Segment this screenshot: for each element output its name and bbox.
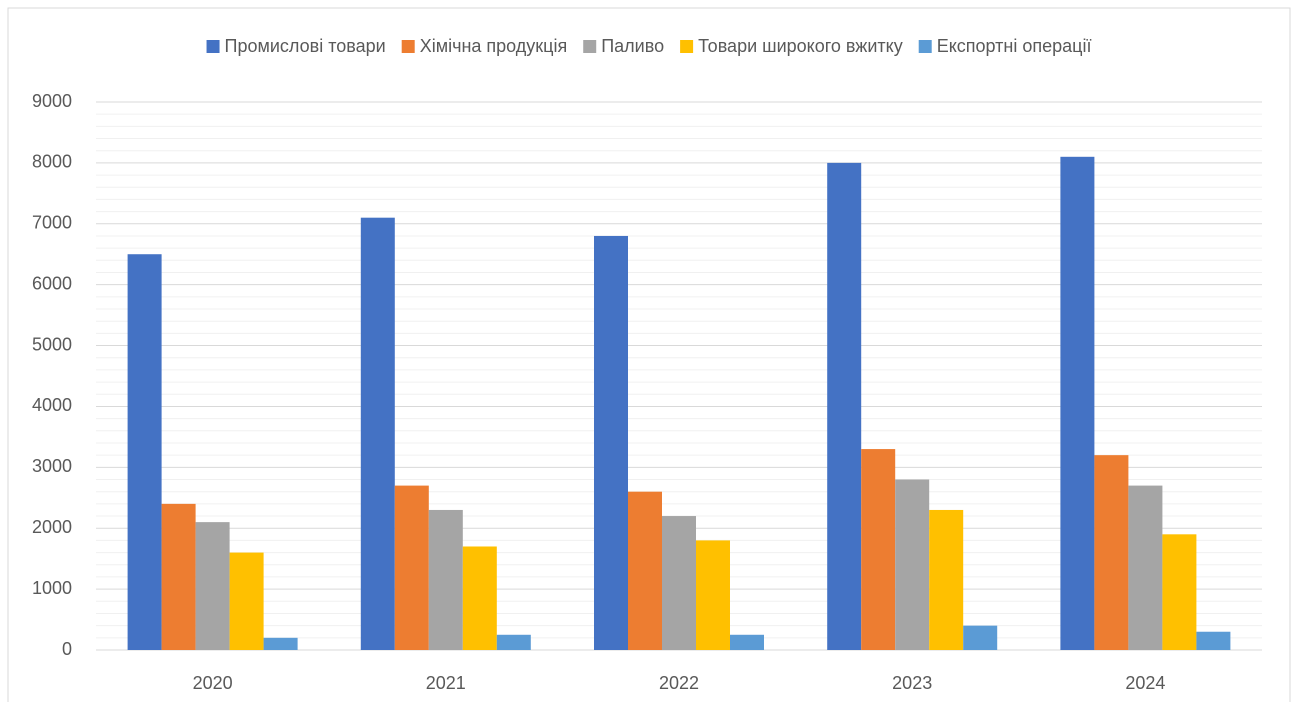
y-tick-label: 3000 bbox=[32, 456, 72, 476]
y-tick-label: 0 bbox=[62, 639, 72, 659]
legend-swatch bbox=[206, 40, 220, 53]
legend-swatch bbox=[401, 40, 415, 53]
legend-label: Хімічна продукція bbox=[420, 36, 568, 56]
bar bbox=[496, 634, 531, 650]
bar bbox=[1128, 485, 1163, 650]
x-tick-label: 2020 bbox=[193, 673, 233, 693]
x-tick-label: 2024 bbox=[1125, 673, 1165, 693]
y-tick-label: 4000 bbox=[32, 395, 72, 415]
bar bbox=[827, 162, 862, 650]
bar bbox=[127, 254, 162, 650]
bar bbox=[628, 491, 662, 650]
y-tick-label: 2000 bbox=[32, 517, 72, 537]
bar bbox=[195, 522, 230, 650]
bar bbox=[696, 540, 730, 650]
legend-swatch bbox=[680, 40, 694, 53]
bar bbox=[1162, 534, 1197, 650]
y-tick-label: 5000 bbox=[32, 334, 72, 354]
y-tick-label: 6000 bbox=[32, 273, 72, 293]
y-tick-label: 7000 bbox=[32, 213, 72, 233]
legend-swatch bbox=[583, 40, 597, 53]
bar bbox=[462, 546, 497, 650]
legend-label: Товари широкого вжитку bbox=[698, 36, 903, 56]
bar bbox=[428, 509, 463, 650]
x-tick-label: 2022 bbox=[659, 673, 699, 693]
bar bbox=[861, 449, 896, 650]
bar bbox=[929, 509, 964, 650]
y-tick-label: 8000 bbox=[32, 152, 72, 172]
bar bbox=[594, 235, 628, 650]
bar bbox=[1094, 455, 1129, 650]
x-tick-label: 2021 bbox=[426, 673, 466, 693]
legend-swatch bbox=[918, 40, 932, 53]
bar bbox=[730, 634, 764, 650]
y-tick-label: 9000 bbox=[32, 91, 72, 111]
bar bbox=[662, 516, 696, 650]
legend-label: Експортні операції bbox=[937, 36, 1092, 56]
y-tick-label: 1000 bbox=[32, 578, 72, 598]
bar bbox=[895, 479, 930, 650]
legend-label: Паливо bbox=[601, 36, 664, 56]
legend-label: Промислові товари bbox=[225, 36, 386, 56]
bar bbox=[394, 485, 429, 650]
bar bbox=[1060, 156, 1095, 651]
bar bbox=[161, 503, 196, 650]
bar bbox=[229, 552, 264, 650]
bar bbox=[360, 217, 395, 650]
bar bbox=[1196, 631, 1231, 650]
bar bbox=[263, 637, 298, 650]
x-tick-label: 2023 bbox=[892, 673, 932, 693]
bar bbox=[963, 625, 998, 650]
